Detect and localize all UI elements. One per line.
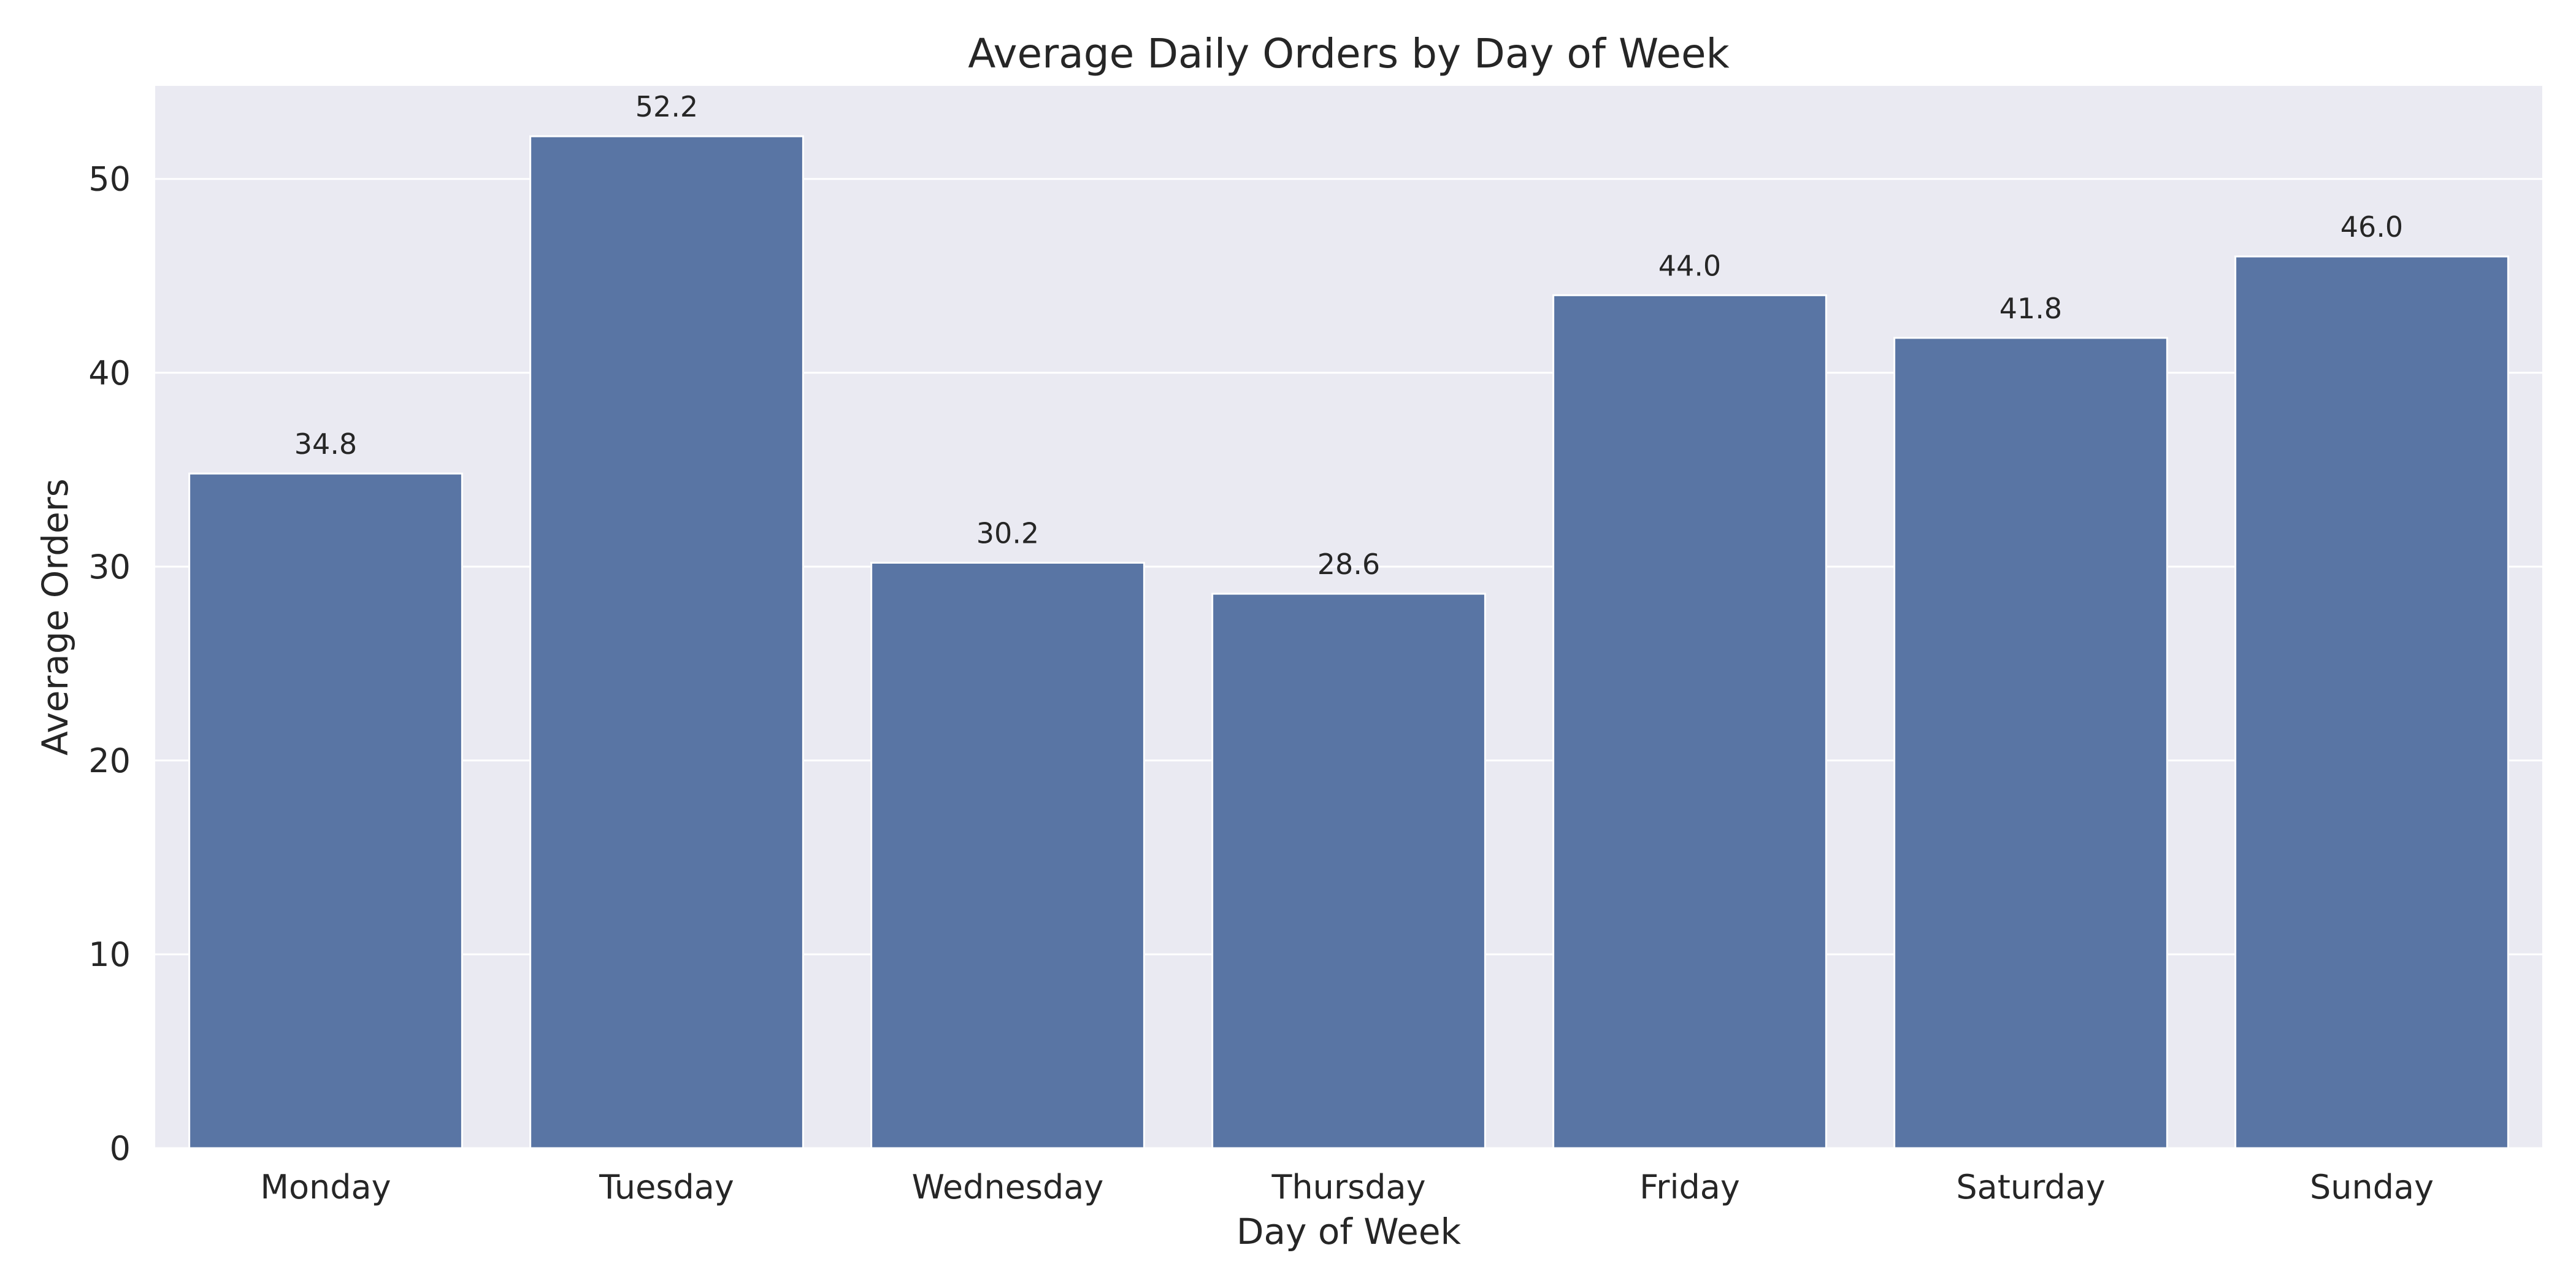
bar-tuesday — [529, 135, 804, 1149]
bar-wednesday — [870, 562, 1145, 1149]
chart-title: Average Daily Orders by Day of Week — [968, 30, 1730, 77]
data-label-thursday: 28.6 — [1317, 548, 1380, 581]
bar-monday — [188, 472, 463, 1149]
x-tick-label-friday: Friday — [1639, 1168, 1740, 1206]
data-label-wednesday: 30.2 — [976, 517, 1039, 550]
y-tick-label: 0 — [110, 1129, 131, 1168]
data-label-tuesday: 52.2 — [635, 90, 698, 123]
x-tick-labels: Monday Tuesday Wednesday Thursday Friday Satu… — [260, 1168, 2434, 1206]
x-axis-label: Day of Week — [1236, 1211, 1462, 1252]
x-tick-label-tuesday: Tuesday — [599, 1168, 734, 1206]
y-tick-label: 40 — [88, 354, 131, 393]
x-tick-label-wednesday: Wednesday — [912, 1168, 1104, 1206]
y-tick-label: 50 — [88, 160, 131, 199]
data-label-friday: 44.0 — [1658, 249, 1721, 282]
y-axis-label: Average Orders — [34, 478, 76, 756]
y-tick-label: 20 — [88, 742, 131, 780]
bar-sunday — [2234, 255, 2509, 1149]
bars — [188, 135, 2509, 1149]
bar-thursday — [1211, 592, 1486, 1149]
data-label-sunday: 46.0 — [2340, 210, 2403, 243]
data-labels: 34.8 52.2 30.2 28.6 44.0 41.8 46.0 — [294, 90, 2403, 581]
y-tick-labels: 0 10 20 30 40 50 — [88, 160, 131, 1168]
x-tick-label-thursday: Thursday — [1271, 1168, 1425, 1206]
y-tick-label: 10 — [88, 935, 131, 974]
data-label-monday: 34.8 — [294, 427, 357, 461]
y-tick-label: 30 — [88, 548, 131, 586]
x-tick-label-monday: Monday — [260, 1168, 391, 1206]
bar-friday — [1552, 294, 1827, 1149]
data-label-saturday: 41.8 — [1999, 292, 2062, 325]
x-tick-label-sunday: Sunday — [2310, 1168, 2434, 1206]
x-tick-label-saturday: Saturday — [1956, 1168, 2105, 1206]
bar-saturday — [1893, 337, 2168, 1149]
